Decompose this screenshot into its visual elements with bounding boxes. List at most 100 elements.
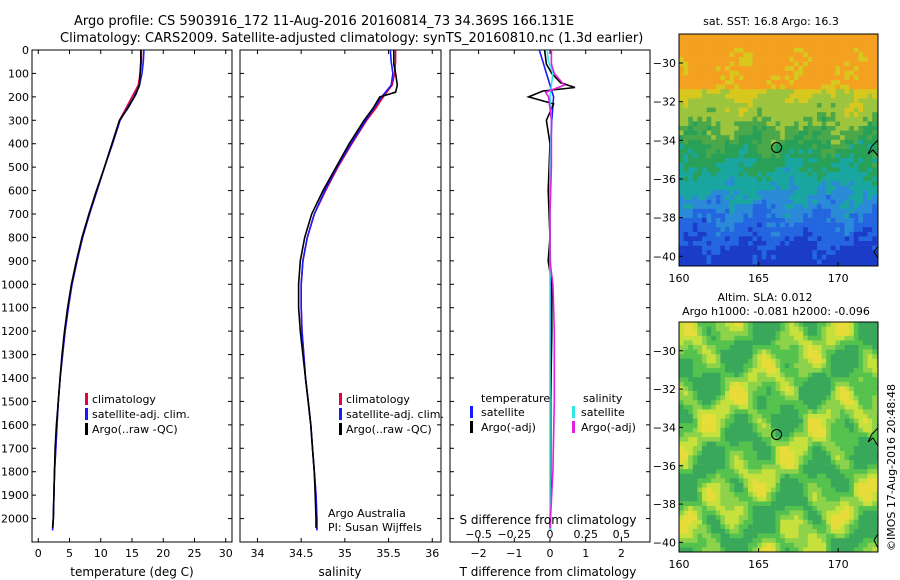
map-cell [794,441,799,447]
map-cell [692,116,698,122]
map-cell [867,162,873,168]
map-cell [794,547,799,552]
map-cell [734,506,740,511]
map-cell [734,441,740,447]
map-cell [794,524,799,530]
map-cell [817,506,822,511]
map-cell [761,515,767,521]
map-cell [683,57,689,62]
map-cell [817,368,822,373]
map-cell [803,222,809,228]
map-cell [752,75,758,81]
map-cell [766,335,772,341]
map-cell [863,547,868,552]
map-cell [840,404,845,410]
map-cell [766,112,772,118]
map-cell [858,112,864,118]
map-cell [734,478,740,484]
map-cell [807,487,813,493]
map-cell [752,250,758,256]
map-cell [821,84,827,90]
map-cell [711,524,717,530]
map-cell [840,259,845,265]
map-cell [830,395,836,401]
map-cell [863,335,868,341]
map-cell [784,259,790,265]
salinity-axes-frame [239,49,442,543]
map-cell [679,427,684,433]
map-cell [853,432,859,438]
map-cell [876,400,878,406]
map-cell [711,358,717,364]
map-cell [794,437,799,442]
map-cell [840,231,845,237]
map-cell [738,149,744,154]
map-cell [807,515,813,521]
map-cell [826,176,832,182]
map-cell [688,222,694,228]
map-cell [867,386,873,392]
map-cell [803,204,809,210]
map-cell [725,395,730,401]
map-cell [849,487,855,493]
map-cell [679,213,684,219]
map-cell [679,409,684,415]
map-cell [715,167,721,173]
map-cell [840,185,845,191]
map-cell [794,61,799,67]
y-tick-label: 0 [22,44,29,57]
map-cell [752,34,758,39]
map-cell [794,529,799,534]
map-cell [821,66,827,72]
map-cell [867,176,873,182]
map-cell [725,496,730,502]
map-cell [853,409,859,415]
map-cell [729,34,735,39]
map-cell [784,381,790,387]
map-cell [803,121,809,127]
map-cell [734,222,740,228]
map-cell [720,469,726,475]
map-cell [692,418,698,424]
map-cell [761,510,767,516]
map-cell [771,218,776,223]
map-cell [798,519,804,525]
map-cell [858,80,864,85]
map-cell [876,227,878,233]
header-line1: Argo profile: CS 5903916_172 11-Aug-2016… [74,14,574,29]
map-cell [697,264,703,266]
map-cell [826,542,832,548]
map-cell [803,245,809,251]
map-cell [803,326,809,332]
map-cell [817,524,822,530]
map-cell [720,38,726,44]
map-cell [775,167,781,173]
map-cell [748,414,753,419]
map-cell [830,195,836,200]
map-cell [706,395,712,401]
map-cell [817,176,822,182]
y-tick-label: 700 [8,208,29,221]
map-cell [812,112,818,118]
map-cell [817,552,822,557]
map-cell [812,222,818,228]
map-cell [771,446,776,452]
map-cell [826,386,832,392]
map-cell [757,126,763,131]
map-cell [692,43,698,49]
map-cell [821,107,827,113]
map-cell [702,414,707,419]
map-cell [757,264,763,266]
map-cell [720,181,726,187]
map-cell [830,204,836,210]
map-cell [807,57,813,62]
map-cell [775,450,781,456]
map-cell [734,107,740,113]
map-cell [858,107,864,113]
map-cell [867,506,873,511]
map-cell [853,322,859,327]
map-cell [798,130,804,136]
map-cell [757,66,763,72]
map-cell [784,204,790,210]
map-cell [734,483,740,488]
